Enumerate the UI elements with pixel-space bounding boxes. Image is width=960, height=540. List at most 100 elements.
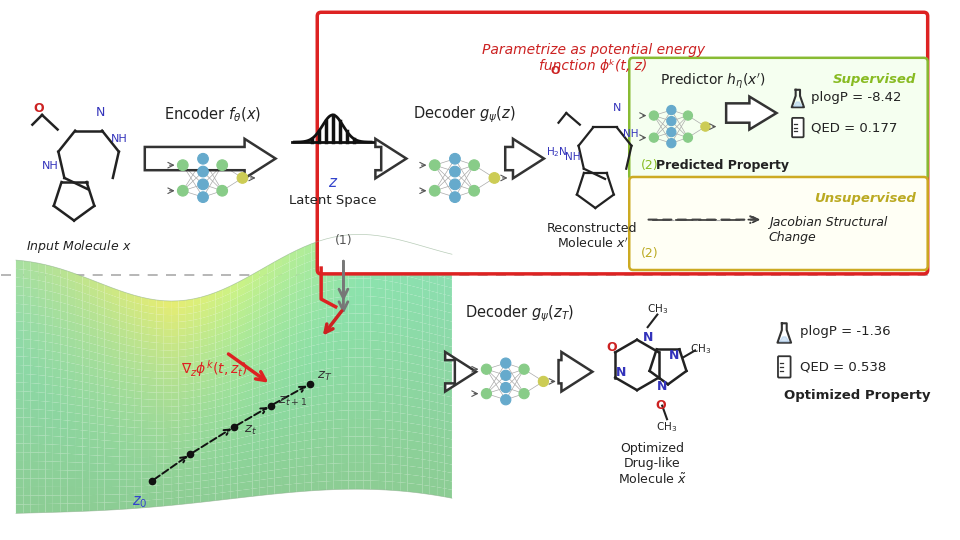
Polygon shape: [422, 340, 430, 350]
Polygon shape: [275, 404, 282, 414]
Polygon shape: [348, 296, 356, 305]
Polygon shape: [186, 327, 193, 335]
Polygon shape: [378, 455, 385, 464]
Polygon shape: [356, 463, 363, 471]
Polygon shape: [23, 295, 31, 305]
Polygon shape: [45, 453, 53, 462]
Polygon shape: [215, 376, 223, 386]
Polygon shape: [53, 402, 60, 411]
Polygon shape: [83, 325, 90, 335]
Polygon shape: [282, 476, 289, 485]
Polygon shape: [38, 392, 45, 401]
Polygon shape: [230, 312, 238, 323]
Polygon shape: [282, 320, 289, 331]
Polygon shape: [45, 401, 53, 410]
Polygon shape: [371, 393, 378, 402]
Polygon shape: [794, 102, 802, 106]
Polygon shape: [334, 332, 341, 342]
Polygon shape: [67, 279, 75, 290]
Polygon shape: [90, 399, 97, 408]
Polygon shape: [112, 433, 119, 442]
Polygon shape: [267, 286, 275, 298]
Polygon shape: [371, 322, 378, 332]
Polygon shape: [326, 324, 334, 334]
Polygon shape: [408, 388, 415, 398]
Polygon shape: [75, 389, 83, 398]
Polygon shape: [193, 495, 201, 503]
Polygon shape: [31, 409, 38, 418]
Polygon shape: [208, 300, 215, 309]
Polygon shape: [83, 479, 90, 487]
Polygon shape: [275, 428, 282, 438]
Polygon shape: [75, 380, 83, 390]
Polygon shape: [312, 258, 319, 269]
Polygon shape: [38, 375, 45, 384]
Polygon shape: [341, 410, 348, 420]
Polygon shape: [223, 418, 230, 427]
Text: NH: NH: [565, 152, 581, 161]
Polygon shape: [90, 359, 97, 369]
Polygon shape: [363, 357, 371, 367]
Text: Predicted Property: Predicted Property: [657, 159, 789, 172]
Polygon shape: [75, 307, 83, 317]
Polygon shape: [319, 317, 326, 327]
Polygon shape: [334, 463, 341, 472]
Polygon shape: [127, 315, 134, 325]
Polygon shape: [223, 389, 230, 399]
Polygon shape: [186, 376, 193, 384]
Polygon shape: [275, 485, 282, 494]
Polygon shape: [341, 454, 348, 463]
Polygon shape: [252, 286, 260, 298]
Polygon shape: [348, 481, 356, 489]
Polygon shape: [341, 279, 348, 288]
Polygon shape: [179, 356, 186, 364]
Polygon shape: [245, 320, 252, 332]
Polygon shape: [385, 376, 393, 386]
Polygon shape: [215, 333, 223, 343]
Polygon shape: [186, 461, 193, 469]
Polygon shape: [282, 427, 289, 436]
Polygon shape: [38, 478, 45, 487]
Polygon shape: [179, 335, 186, 343]
Polygon shape: [400, 266, 408, 276]
Polygon shape: [297, 247, 304, 259]
Polygon shape: [112, 464, 119, 472]
Polygon shape: [444, 387, 452, 397]
Polygon shape: [215, 406, 223, 415]
Polygon shape: [267, 478, 275, 487]
Polygon shape: [83, 430, 90, 439]
Polygon shape: [252, 480, 260, 489]
Polygon shape: [230, 431, 238, 440]
Polygon shape: [53, 419, 60, 428]
Polygon shape: [156, 485, 164, 492]
Polygon shape: [38, 409, 45, 418]
Polygon shape: [371, 402, 378, 411]
Polygon shape: [149, 363, 156, 372]
Polygon shape: [238, 286, 245, 298]
Polygon shape: [179, 377, 186, 385]
Polygon shape: [430, 325, 437, 335]
Polygon shape: [334, 288, 341, 298]
Polygon shape: [275, 291, 282, 302]
Polygon shape: [444, 320, 452, 330]
Polygon shape: [105, 363, 112, 372]
Polygon shape: [112, 319, 119, 328]
Polygon shape: [422, 306, 430, 316]
Polygon shape: [119, 291, 127, 300]
Polygon shape: [31, 453, 38, 461]
Polygon shape: [97, 495, 105, 503]
Polygon shape: [356, 446, 363, 454]
Polygon shape: [304, 406, 312, 415]
Polygon shape: [319, 472, 326, 482]
Polygon shape: [164, 393, 171, 400]
Polygon shape: [334, 376, 341, 385]
Polygon shape: [422, 314, 430, 325]
Polygon shape: [238, 369, 245, 379]
Polygon shape: [127, 360, 134, 369]
Polygon shape: [208, 393, 215, 402]
Polygon shape: [179, 469, 186, 476]
Polygon shape: [38, 367, 45, 376]
Polygon shape: [304, 372, 312, 382]
Polygon shape: [252, 325, 260, 336]
Polygon shape: [67, 478, 75, 487]
